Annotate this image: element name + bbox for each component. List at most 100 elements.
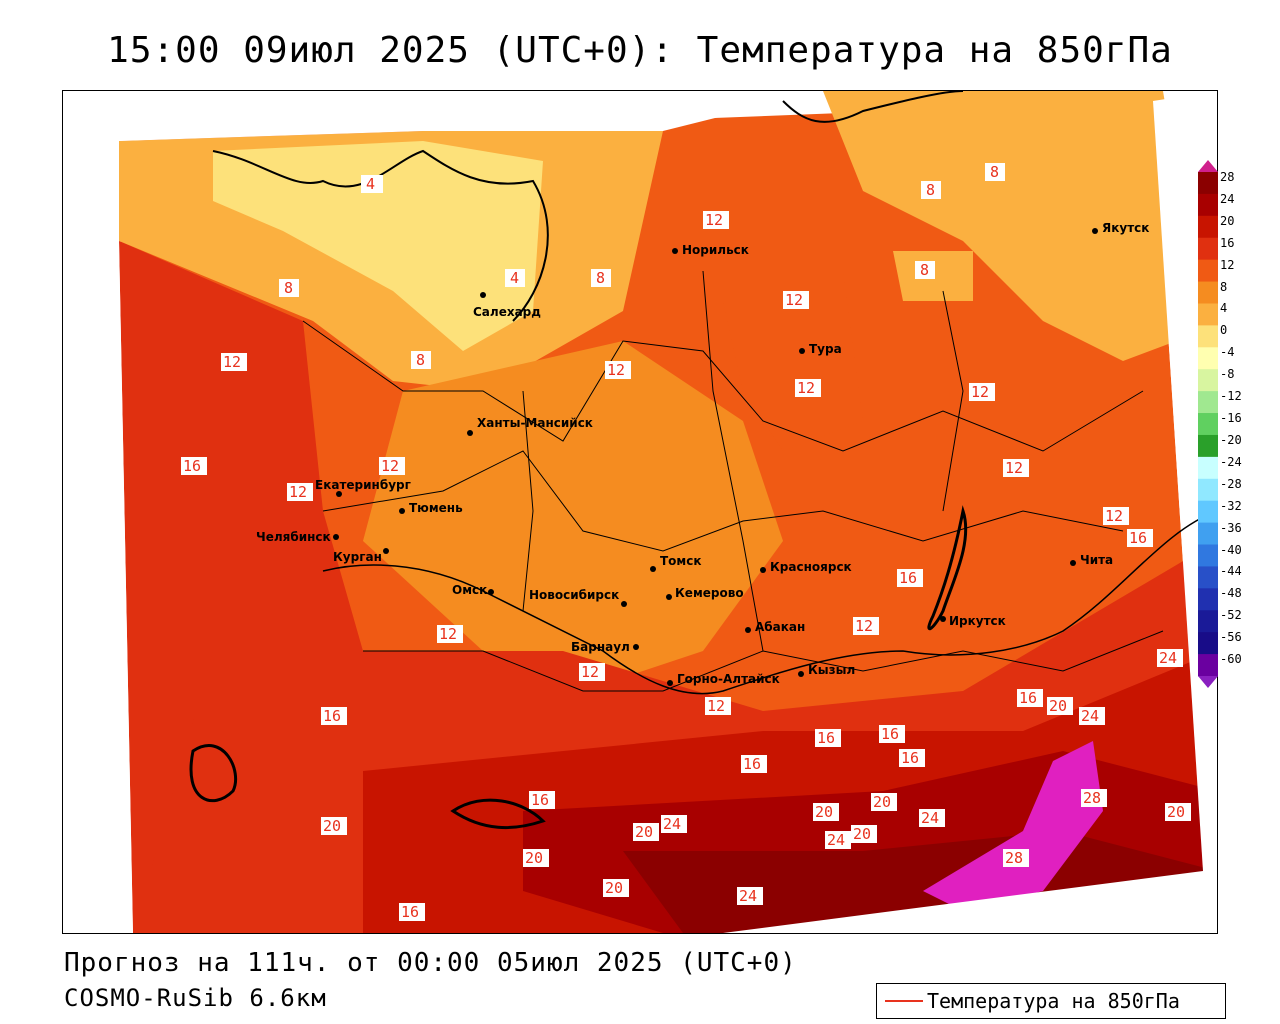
svg-text:Горно-Алтайск: Горно-Алтайск <box>677 672 780 686</box>
svg-text:8: 8 <box>926 181 935 199</box>
contour-label: 12 <box>287 483 313 501</box>
svg-text:12: 12 <box>1005 459 1023 477</box>
svg-text:24: 24 <box>739 887 757 905</box>
city-novosibirsk: Новосибирск <box>529 588 627 607</box>
contour-label: 4 <box>361 175 383 193</box>
colorbar-tick-label: -40 <box>1220 542 1242 557</box>
colorbar-tick-labels: 28 24 20 16 12 8 4 0 -4 -8 -12 -16 -20 -24 -28 -32 -36 -4… <box>1220 160 1280 688</box>
contour-label: 28 <box>1081 789 1107 807</box>
city-abakan: Абакан <box>745 620 805 634</box>
colorbar-swatch <box>1198 500 1218 524</box>
colorbar-tick-label: 16 <box>1220 235 1235 250</box>
contour-label: 12 <box>605 361 631 379</box>
colorbar-swatch <box>1198 522 1218 546</box>
colorbar-swatch <box>1198 193 1218 217</box>
legend-line-swatch <box>885 1000 923 1002</box>
svg-text:16: 16 <box>817 729 835 747</box>
model-name: COSMO-RuSib 6.6км <box>64 984 327 1012</box>
contour-label: 16 <box>815 729 841 747</box>
city-norilsk: Норильск <box>672 243 749 257</box>
contour-label: 24 <box>1157 649 1183 667</box>
colorbar-swatch <box>1198 369 1218 392</box>
svg-text:20: 20 <box>323 817 341 835</box>
colorbar-tick-label: -32 <box>1220 498 1242 513</box>
contour-label: 20 <box>603 879 629 897</box>
colorbar-swatch <box>1198 391 1218 414</box>
svg-text:28: 28 <box>1083 789 1101 807</box>
svg-text:Иркутск: Иркутск <box>949 614 1006 628</box>
colorbar-tick-label: -28 <box>1220 476 1242 491</box>
temperature-colorbar <box>1198 160 1218 688</box>
contour-label: 12 <box>703 211 729 229</box>
contour-label: 24 <box>661 815 687 833</box>
svg-text:4: 4 <box>366 175 375 193</box>
colorbar-swatch <box>1198 566 1218 589</box>
svg-text:24: 24 <box>1159 649 1177 667</box>
colorbar-swatch <box>1198 237 1218 261</box>
svg-text:20: 20 <box>853 825 871 843</box>
city-omsk: Омск <box>452 583 494 597</box>
city-barnaul: Барнаул <box>571 640 639 654</box>
svg-text:16: 16 <box>743 755 761 773</box>
svg-text:8: 8 <box>990 163 999 181</box>
contour-label: 12 <box>1103 507 1129 525</box>
colorbar-bottom-arrow <box>1198 676 1218 688</box>
contour-label: 8 <box>411 351 431 369</box>
contour-label: 4 <box>505 269 525 287</box>
colorbar-tick-label: -44 <box>1220 564 1242 579</box>
colorbar-swatch <box>1198 325 1218 348</box>
map-legend: Температура на 850гПа <box>876 983 1226 1019</box>
colorbar-tick-label: 28 <box>1220 170 1235 184</box>
svg-text:Чита: Чита <box>1080 553 1113 567</box>
city-yakutsk: Якутск <box>1092 221 1149 235</box>
svg-text:Томск: Томск <box>660 554 702 568</box>
svg-text:Кызыл: Кызыл <box>808 663 855 677</box>
svg-text:Ханты-Мансийск: Ханты-Мансийск <box>477 416 593 430</box>
colorbar-swatch <box>1198 654 1218 677</box>
svg-text:20: 20 <box>815 803 833 821</box>
svg-text:20: 20 <box>1049 697 1067 715</box>
svg-text:12: 12 <box>581 663 599 681</box>
contour-label: 12 <box>969 383 995 401</box>
contour-label: 20 <box>851 825 877 843</box>
contour-label: 8 <box>985 163 1005 181</box>
contour-label: 24 <box>825 831 851 849</box>
city-chita: Чита <box>1070 553 1113 567</box>
colorbar-swatch <box>1198 172 1218 195</box>
colorbar-tick-label: 20 <box>1220 213 1235 228</box>
colorbar-swatch <box>1198 303 1218 326</box>
colorbar-tick-label: -60 <box>1220 652 1242 667</box>
contour-label: 12 <box>795 379 821 397</box>
contour-label: 16 <box>1017 689 1043 707</box>
svg-text:20: 20 <box>1167 803 1185 821</box>
svg-text:16: 16 <box>1019 689 1037 707</box>
svg-text:12: 12 <box>381 457 399 475</box>
city-tyumen: Тюмень <box>399 501 463 515</box>
colorbar-tick-label: -52 <box>1220 608 1242 623</box>
colorbar-swatch <box>1198 610 1218 633</box>
colorbar-swatch <box>1198 434 1218 458</box>
colorbar-tick-label: -4 <box>1220 345 1235 360</box>
svg-text:20: 20 <box>635 823 653 841</box>
svg-text:Кемерово: Кемерово <box>675 586 744 600</box>
contour-label: 12 <box>579 663 605 681</box>
svg-text:12: 12 <box>607 361 625 379</box>
svg-text:Барнаул: Барнаул <box>571 640 630 654</box>
svg-text:16: 16 <box>323 707 341 725</box>
contour-label: 16 <box>321 707 347 725</box>
colorbar-tick-label: 0 <box>1220 323 1228 338</box>
svg-text:12: 12 <box>223 353 241 371</box>
city-markers: Норильск Якутск Салехард Тура Ханты-Манс… <box>256 221 1149 686</box>
svg-text:20: 20 <box>605 879 623 897</box>
svg-text:Салехард: Салехард <box>473 305 541 319</box>
svg-text:24: 24 <box>663 815 681 833</box>
colorbar-tick-label: 4 <box>1220 301 1228 316</box>
city-tomsk: Томск <box>650 554 702 572</box>
forecast-info: Прогноз на 111ч. от 00:00 05июл 2025 (UT… <box>64 948 797 978</box>
colorbar-top-arrow <box>1198 160 1218 172</box>
contour-label: 16 <box>897 569 923 587</box>
svg-text:12: 12 <box>971 383 989 401</box>
contour-label: 28 <box>1003 849 1029 867</box>
svg-text:12: 12 <box>707 697 725 715</box>
svg-text:4: 4 <box>510 269 519 287</box>
